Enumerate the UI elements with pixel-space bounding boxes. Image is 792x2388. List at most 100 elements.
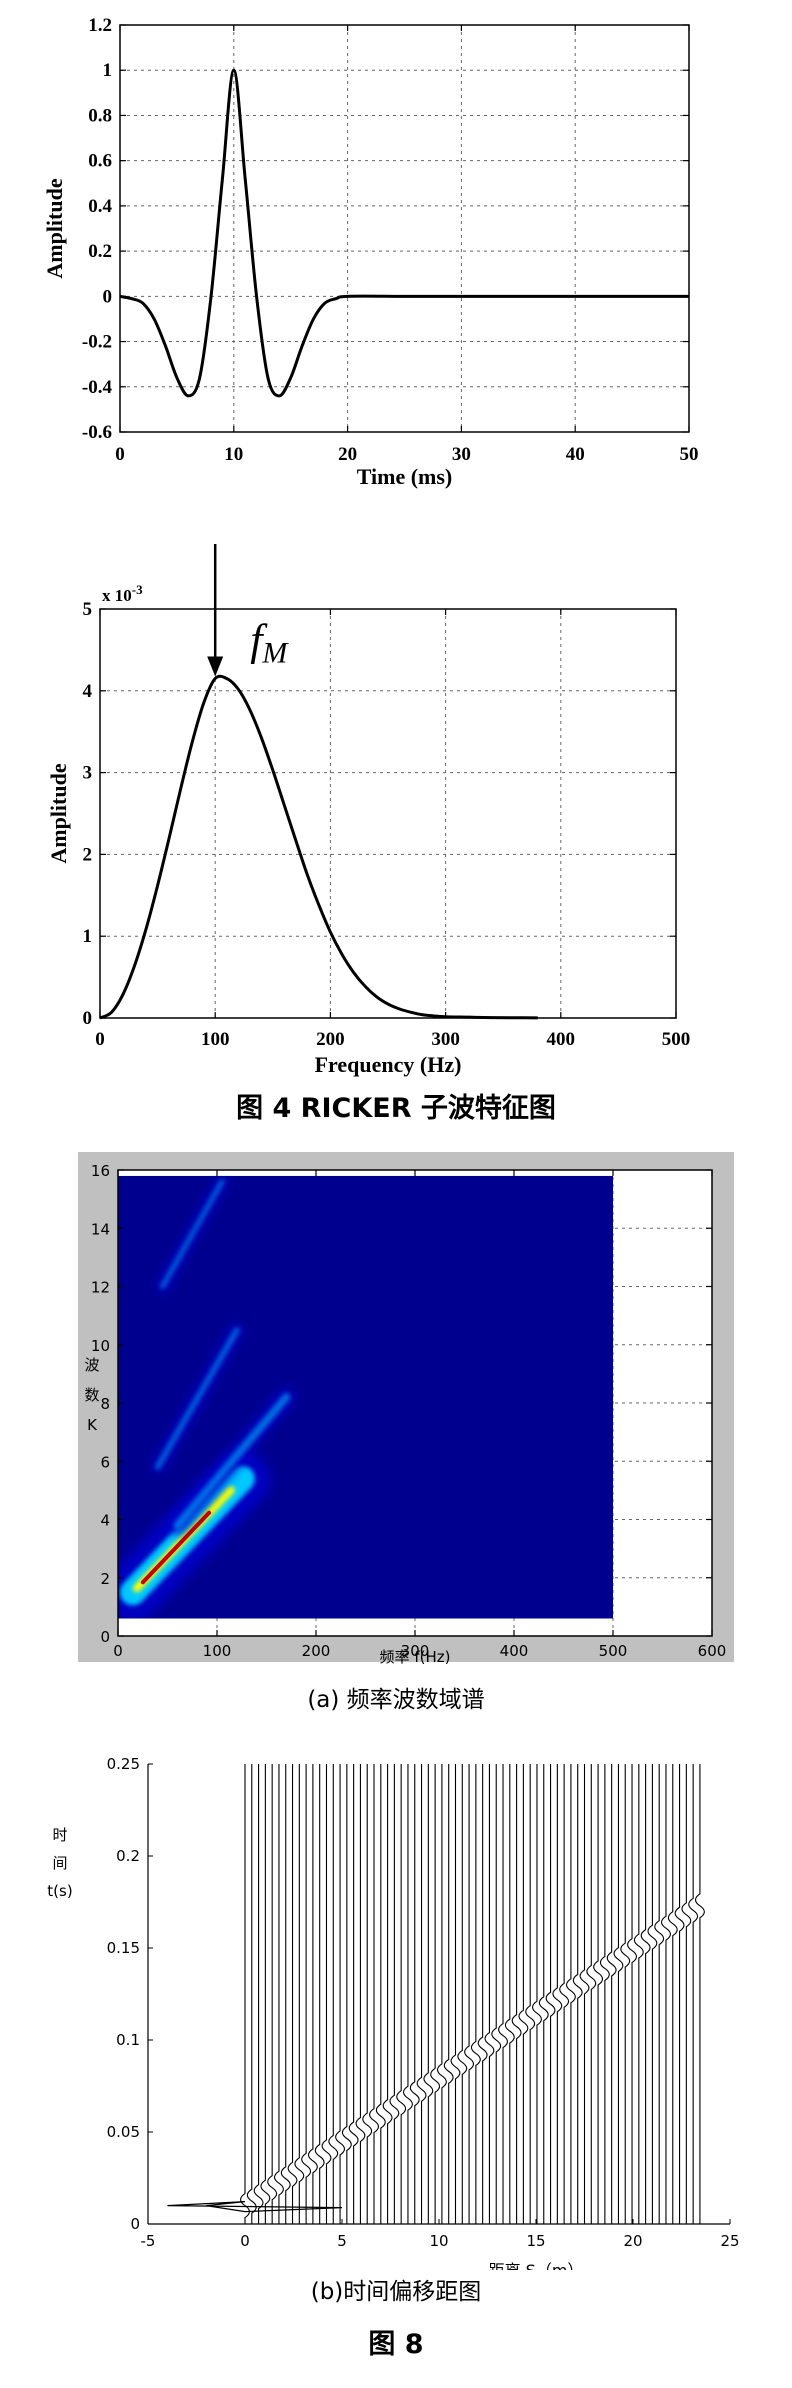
y-tick-label: 0.4 — [88, 196, 112, 217]
y-axis-label-char: 时 — [52, 1826, 67, 1844]
tick-labels: 0 100 200 300 400 500 600 0 2 4 6 8 10 12 14 16 — [91, 1162, 726, 1660]
seismic-trace — [674, 1764, 685, 2224]
heatmap-band — [159, 1179, 225, 1290]
y-tick-label: 0 — [100, 1628, 110, 1646]
seismic-trace — [375, 1764, 386, 2224]
x-tick-label: 0 — [115, 444, 125, 465]
seismic-trace — [579, 1764, 590, 2224]
heatmap-bands — [118, 1175, 295, 1619]
seismic-trace — [443, 1764, 454, 2224]
seismic-trace — [389, 1764, 400, 2224]
seismic-trace — [640, 1764, 651, 2224]
y-tick-label: 6 — [100, 1453, 110, 1471]
y-axis-label-char: 波 — [84, 1356, 99, 1374]
seismic-trace — [409, 1764, 420, 2224]
y-tick-label: 0.2 — [116, 1847, 140, 1865]
seismic-trace — [328, 1764, 339, 2224]
seismic-trace — [667, 1764, 678, 2224]
y-axis-label: Amplitude — [42, 178, 67, 278]
axes — [99, 608, 677, 1019]
x-tick-label: 100 — [201, 1029, 230, 1050]
seismic-trace — [538, 1764, 549, 2224]
seismic-trace — [654, 1764, 665, 2224]
y-tick-label: 12 — [91, 1279, 110, 1297]
seismic-trace — [593, 1764, 604, 2224]
seismic-trace — [355, 1764, 366, 2224]
x-axis-label: Frequency (Hz) — [315, 1052, 462, 1077]
y-tick-label: 1 — [103, 60, 113, 81]
seismic-trace — [335, 1764, 346, 2224]
seismic-trace — [321, 1764, 332, 2224]
x-tick-label: 20 — [338, 444, 357, 465]
x-tick-label: 500 — [662, 1029, 691, 1050]
y-tick-label: -0.2 — [82, 332, 112, 353]
y-axis-label-char: 间 — [52, 1854, 67, 1872]
axes — [119, 24, 690, 433]
seismic-trace — [599, 1764, 610, 2224]
y-tick-label: 14 — [91, 1220, 110, 1238]
x-tick-label: 300 — [431, 1029, 460, 1050]
x-tick-label: 25 — [720, 2232, 739, 2250]
seismic-trace — [613, 1764, 624, 2224]
seismic-trace — [606, 1764, 617, 2224]
seismic-trace — [362, 1764, 373, 2224]
y-tick-label: 0 — [103, 286, 113, 307]
seismic-trace — [301, 1764, 312, 2224]
x-axis-label: Time (ms) — [357, 464, 453, 489]
y-tick-label: -0.4 — [82, 377, 113, 398]
wavelet-line — [119, 68, 689, 398]
fk-spectrum-chart: 0 100 200 300 400 500 600 0 2 4 6 8 10 12 14 16 频率 f(Hz… — [78, 1152, 734, 1666]
trace-lines — [167, 1764, 705, 2224]
y-axis-label: 时间 t(s) — [47, 1826, 72, 1900]
seismic-trace — [504, 1764, 515, 2224]
x-tick-label: 400 — [500, 1642, 529, 1660]
seismic-trace — [470, 1764, 481, 2224]
x-tick-label: 5 — [337, 2232, 347, 2250]
heatmap-band-peak — [140, 1510, 212, 1585]
axes — [147, 1763, 731, 2225]
y-tick-label: -0.6 — [82, 422, 112, 443]
y-axis-label: 波数K — [84, 1356, 99, 1434]
y-axis-label-char: 数 — [84, 1386, 99, 1404]
grid — [100, 609, 676, 1018]
x-tick-label: 500 — [599, 1642, 628, 1660]
plot-frame — [119, 24, 690, 433]
y-axis-label-char: t(s) — [47, 1882, 72, 1900]
figure4-caption: 图 4 RICKER 子波特征图 — [236, 1093, 556, 1124]
y-tick-label: 0 — [130, 2215, 140, 2233]
seismic-trace — [436, 1764, 447, 2224]
x-tick-label: 30 — [452, 444, 471, 465]
x-tick-label: 0 — [240, 2232, 250, 2250]
heatmap-band — [154, 1327, 240, 1470]
x-tick-label: 200 — [316, 1029, 345, 1050]
seismic-trace — [559, 1764, 570, 2224]
subfigure-a-caption: (a) 频率波数域谱 — [307, 1687, 485, 1713]
seismic-trace — [267, 1764, 278, 2224]
x-tick-label: 400 — [547, 1029, 576, 1050]
seismic-trace — [341, 1764, 352, 2224]
figure8-caption: 图 8 — [368, 2329, 424, 2360]
seismic-trace — [307, 1764, 318, 2224]
seismic-trace — [565, 1764, 576, 2224]
seismic-trace — [273, 1764, 284, 2224]
y-tick-label: 0.05 — [107, 2123, 140, 2141]
y-tick-label: 0.2 — [88, 241, 112, 262]
y-axis-label-char: K — [87, 1416, 98, 1434]
seismic-trace — [348, 1764, 359, 2224]
seismic-trace — [688, 1764, 699, 2224]
x-tick-label: -5 — [141, 2232, 156, 2250]
y-tick-label: 2 — [100, 1570, 110, 1588]
ricker-time-chart: 0 10 20 30 40 50 -0.6 -0.4 -0.2 0 0.2 0.4 0.6 0.8 1 1.2… — [42, 15, 699, 489]
y-tick-label: 0.15 — [107, 1939, 140, 1957]
seismic-trace — [382, 1764, 393, 2224]
x-tick-label: 200 — [302, 1642, 331, 1660]
x-tick-label: 0 — [95, 1029, 105, 1050]
seismic-trace — [430, 1764, 441, 2224]
x-tick-label: 50 — [680, 444, 699, 465]
y-multiplier: x 10-3 — [102, 582, 143, 605]
subfigure-b-caption: (b)时间偏移距图 — [310, 2279, 482, 2305]
x-tick-label: 20 — [623, 2232, 642, 2250]
peak-arrow — [207, 544, 224, 677]
seismic-trace — [314, 1764, 325, 2224]
